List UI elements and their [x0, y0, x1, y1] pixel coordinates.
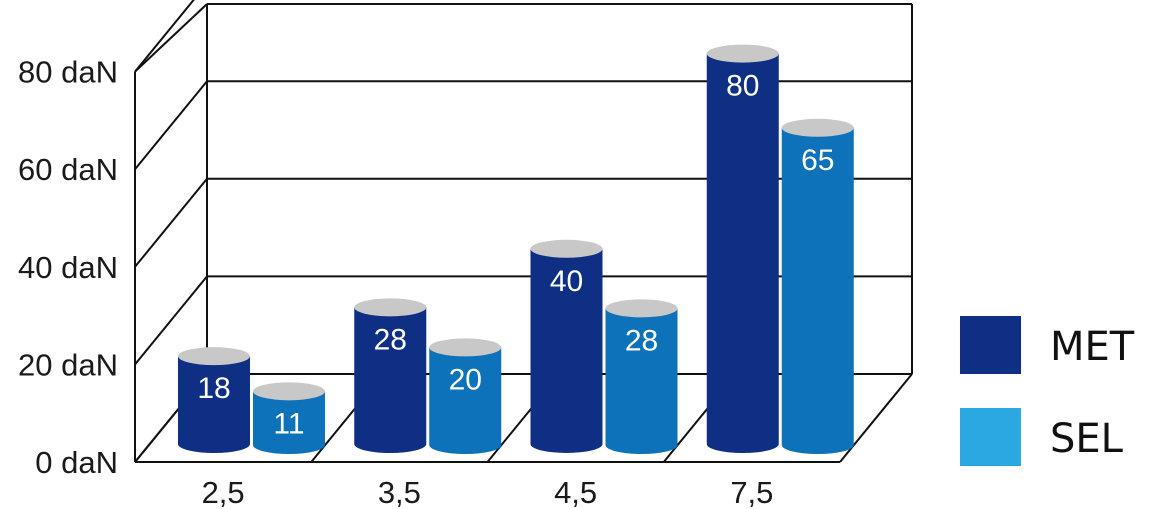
x-tick-label: 7,5	[730, 475, 773, 509]
y-tick-label: 60 daN	[18, 152, 118, 187]
bar-top-cap	[781, 118, 854, 137]
bar-body	[178, 356, 250, 453]
bar-top-cap	[706, 44, 779, 63]
bar-sel-0: 11	[253, 382, 325, 454]
bar-body	[706, 53, 779, 453]
y-tick-label: 80 daN	[18, 55, 118, 90]
bar-sel-2: 28	[605, 299, 678, 455]
gridline-side	[134, 178, 208, 268]
x-tick-label: 3,5	[378, 475, 421, 509]
x-tick-label: 4,5	[554, 475, 597, 509]
x-axis-ticks: 2,5 3,5 4,5 7,5	[202, 475, 774, 509]
x-tick-label: 2,5	[202, 475, 245, 509]
bar-met-2: 40	[530, 239, 603, 453]
bar-body	[605, 308, 678, 455]
bar-top-cap	[429, 338, 502, 357]
bar-top-cap	[178, 347, 250, 366]
gridline-side	[134, 80, 208, 170]
bar-value-label: 80	[726, 70, 759, 103]
legend-swatch-met	[960, 316, 1021, 374]
y-tick-label: 20 daN	[18, 347, 118, 382]
bars: 18 11 28 20 40 28 80 65	[178, 44, 854, 455]
bar-body	[530, 248, 603, 453]
gridline-side	[134, 0, 195, 73]
bar-value-label: 18	[197, 372, 230, 405]
legend-swatch-sel	[960, 408, 1021, 466]
bar-value-label: 65	[801, 144, 834, 177]
bar-top-cap	[253, 382, 325, 401]
legend: MET SEL	[960, 316, 1135, 466]
bar-body	[354, 307, 427, 453]
side-wall-top-edge	[134, 3, 208, 73]
bar-top-cap	[605, 299, 678, 318]
legend-label-met: MET	[1050, 324, 1135, 370]
bar-body	[429, 347, 502, 455]
bar-body	[253, 391, 325, 454]
bar-sel-3: 65	[781, 118, 854, 455]
bar-body	[781, 127, 854, 455]
legend-label-sel: SEL	[1050, 416, 1124, 462]
bar-met-0: 18	[178, 347, 250, 453]
y-tick-label: 0 daN	[35, 445, 118, 480]
gridline-side	[134, 275, 208, 366]
bar-value-label: 28	[625, 324, 658, 357]
bar-top-cap	[354, 298, 427, 317]
bar-value-label: 28	[374, 323, 407, 356]
bar-met-1: 28	[354, 298, 427, 453]
bar-value-label: 40	[550, 265, 583, 298]
y-tick-label: 40 daN	[18, 250, 118, 285]
bar-met-3: 80	[706, 44, 779, 453]
bar-sel-1: 20	[429, 338, 502, 455]
y-axis-ticks: 0 daN 20 daN 40 daN 60 daN 80 daN	[18, 55, 118, 480]
bar-top-cap	[530, 239, 603, 258]
bar-value-label: 11	[273, 407, 304, 440]
bar-value-label: 20	[449, 363, 482, 396]
